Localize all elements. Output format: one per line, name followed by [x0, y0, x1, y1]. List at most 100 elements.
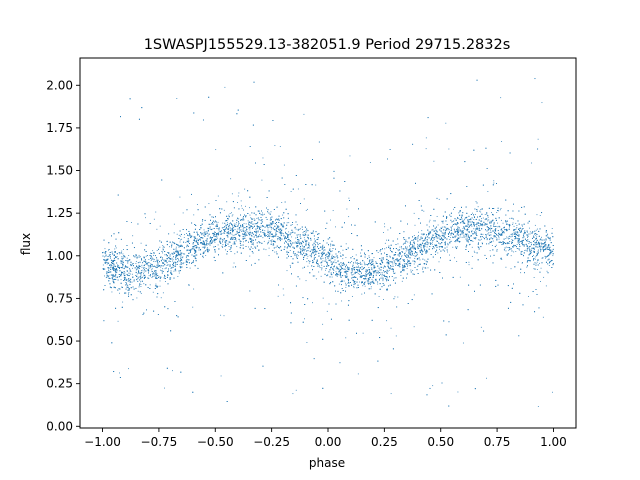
data-point	[386, 280, 387, 282]
data-point	[299, 278, 301, 280]
data-point	[322, 257, 324, 259]
data-point	[103, 251, 105, 253]
data-point	[318, 271, 320, 273]
data-point	[487, 220, 489, 222]
data-point	[313, 238, 315, 240]
data-point	[149, 284, 151, 286]
data-point	[368, 283, 370, 285]
data-point	[546, 234, 548, 236]
data-point	[482, 225, 483, 227]
data-point	[509, 217, 511, 219]
data-point	[159, 276, 161, 278]
data-point	[303, 256, 305, 258]
data-point	[447, 251, 449, 253]
data-point	[220, 237, 222, 239]
data-point	[529, 245, 531, 247]
data-point	[303, 250, 305, 252]
data-point	[164, 268, 166, 270]
data-point	[128, 368, 130, 370]
data-point	[527, 239, 529, 241]
data-point	[331, 250, 333, 252]
data-point	[224, 233, 226, 234]
data-point	[396, 260, 398, 261]
data-point	[513, 231, 515, 233]
data-point	[206, 247, 208, 249]
data-point	[542, 257, 544, 259]
data-point	[126, 278, 128, 280]
data-point	[487, 191, 489, 193]
data-point	[397, 243, 399, 245]
data-point	[378, 296, 380, 297]
data-point	[312, 253, 314, 255]
data-point	[262, 237, 264, 239]
data-point	[154, 273, 156, 275]
data-point	[122, 301, 124, 303]
data-point	[537, 138, 539, 140]
data-point	[289, 264, 291, 266]
data-point	[322, 244, 324, 246]
data-point	[163, 246, 165, 248]
data-point	[452, 236, 454, 238]
data-point	[114, 248, 116, 250]
data-point	[462, 222, 464, 224]
data-point	[281, 224, 283, 226]
data-point	[498, 233, 499, 235]
data-point	[537, 243, 539, 245]
data-point	[257, 236, 259, 238]
data-point	[432, 225, 434, 227]
data-point	[531, 250, 533, 252]
data-point	[456, 238, 458, 240]
data-point	[498, 210, 500, 212]
data-point	[468, 227, 470, 228]
data-point	[401, 280, 403, 282]
data-point	[407, 264, 409, 266]
data-point	[336, 276, 338, 277]
data-point	[159, 285, 161, 287]
data-point	[449, 231, 450, 233]
data-point	[105, 255, 107, 257]
data-point	[180, 262, 182, 264]
data-point	[129, 280, 131, 282]
data-point	[365, 269, 367, 271]
data-point	[140, 292, 142, 294]
data-point	[384, 223, 385, 225]
data-point	[322, 323, 324, 325]
data-point	[314, 254, 315, 256]
data-point	[322, 247, 324, 249]
data-point	[257, 221, 259, 223]
data-point	[237, 223, 239, 225]
data-point	[533, 240, 535, 242]
data-point	[410, 247, 412, 249]
data-point	[521, 241, 523, 243]
data-point	[300, 228, 302, 230]
data-point	[200, 242, 202, 244]
data-point	[343, 280, 345, 282]
data-point	[454, 223, 456, 225]
data-point	[513, 251, 515, 253]
data-point	[196, 254, 198, 256]
data-point	[329, 259, 331, 261]
data-point	[334, 259, 336, 261]
data-point	[183, 253, 185, 255]
data-point	[354, 266, 356, 268]
data-point	[436, 231, 438, 233]
data-point	[244, 230, 246, 232]
data-point	[536, 269, 538, 271]
data-point	[235, 223, 237, 225]
data-point	[214, 231, 216, 233]
data-point	[137, 277, 139, 279]
data-point	[228, 228, 230, 230]
data-point	[282, 224, 284, 226]
data-point	[463, 230, 464, 232]
data-point	[474, 213, 476, 215]
data-point	[462, 233, 464, 235]
data-point	[515, 251, 517, 252]
data-point	[414, 257, 416, 259]
data-point	[196, 204, 198, 205]
data-point	[235, 240, 237, 242]
data-point	[132, 263, 134, 265]
data-point	[484, 219, 486, 221]
data-point	[473, 231, 475, 232]
data-point	[143, 283, 145, 285]
data-point	[406, 257, 408, 259]
